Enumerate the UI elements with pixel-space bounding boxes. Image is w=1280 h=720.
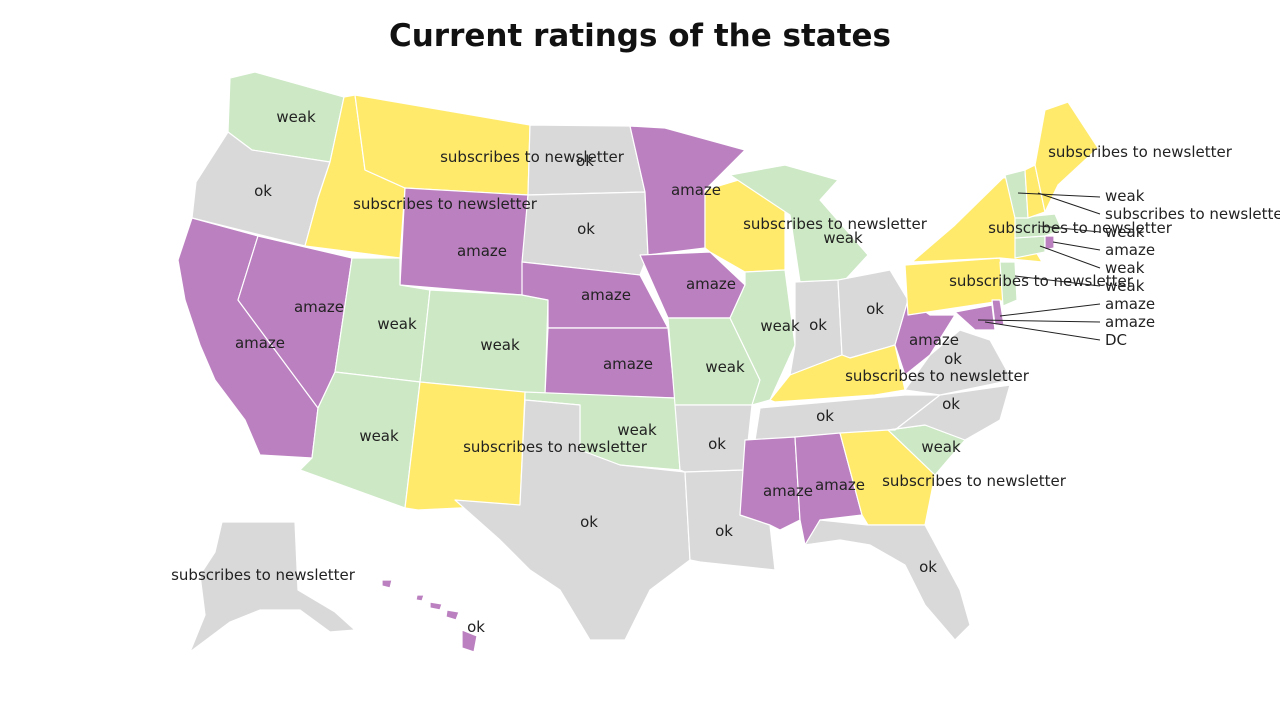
state-label: ok [254, 182, 272, 200]
state-label: ok [715, 522, 733, 540]
state-label: ok [809, 316, 827, 334]
state-label: subscribes to newsletter [171, 566, 356, 584]
state-label: amaze [457, 242, 507, 260]
state-label: weak [705, 358, 745, 376]
callout-label: weak [1105, 277, 1145, 295]
state-label: amaze [235, 334, 285, 352]
state-TX[interactable] [454, 399, 691, 641]
state-label: amaze [294, 298, 344, 316]
state-label: ok [942, 395, 960, 413]
state-label: ok [944, 350, 962, 368]
callout-label: weak [1105, 187, 1145, 205]
callout-label: amaze [1105, 313, 1155, 331]
state-label: subscribes to newsletter [949, 272, 1134, 290]
state-label: amaze [581, 286, 631, 304]
state-label: subscribes to newsletter [743, 215, 928, 233]
callout-leaders [977, 192, 1101, 341]
state-label: subscribes to newsletter [988, 219, 1173, 237]
state-label: weak [617, 421, 657, 439]
state-label: amaze [763, 482, 813, 500]
callout-label: amaze [1105, 295, 1155, 313]
state-ME[interactable] [1034, 101, 1099, 213]
state-label: amaze [671, 181, 721, 199]
state-CT[interactable] [1014, 235, 1046, 259]
state-label: subscribes to newsletter [1048, 143, 1233, 161]
state-label: ok [816, 407, 834, 425]
state-label: weak [823, 229, 863, 247]
state-MI[interactable] [729, 164, 869, 283]
state-label: ok [577, 220, 595, 238]
state-IL[interactable] [729, 269, 796, 406]
state-label: amaze [909, 331, 959, 349]
state-label: amaze [686, 275, 736, 293]
state-label: amaze [603, 355, 653, 373]
state-label: ok [708, 435, 726, 453]
state-label: ok [467, 618, 485, 636]
page-title: Current ratings of the states [388, 18, 892, 54]
state-label: subscribes to newsletter [440, 148, 625, 166]
callout-label: weak [1105, 223, 1145, 241]
state-label: subscribes to newsletter [463, 438, 648, 456]
callout-label: subscribes to newsletter [1105, 205, 1280, 223]
state-label: weak [760, 317, 800, 335]
state-NC[interactable] [887, 384, 1011, 441]
state-label: weak [377, 315, 417, 333]
state-HI[interactable] [381, 579, 478, 653]
state-label: ok [919, 558, 937, 576]
state-label: ok [580, 513, 598, 531]
state-label: ok [576, 152, 594, 170]
callout-label: DC [1105, 331, 1127, 349]
state-label: weak [276, 108, 316, 126]
callout-label: amaze [1105, 241, 1155, 259]
state-label: subscribes to newsletter [882, 472, 1067, 490]
state-label: ok [866, 300, 884, 318]
state-label: amaze [815, 476, 865, 494]
state-label: weak [921, 438, 961, 456]
state-CO[interactable] [419, 289, 549, 396]
state-label: weak [359, 427, 399, 445]
state-label: weak [480, 336, 520, 354]
state-NJ[interactable] [999, 261, 1018, 307]
state-MA[interactable] [1014, 213, 1063, 239]
state-FL[interactable] [804, 519, 971, 641]
state-MD[interactable] [954, 304, 996, 331]
state-RI[interactable] [1044, 235, 1055, 251]
callout-label: weak [1105, 259, 1145, 277]
states-layer [177, 71, 1099, 653]
state-AK[interactable] [189, 521, 356, 653]
state-label: subscribes to newsletter [353, 195, 538, 213]
state-label: subscribes to newsletter [845, 367, 1030, 385]
